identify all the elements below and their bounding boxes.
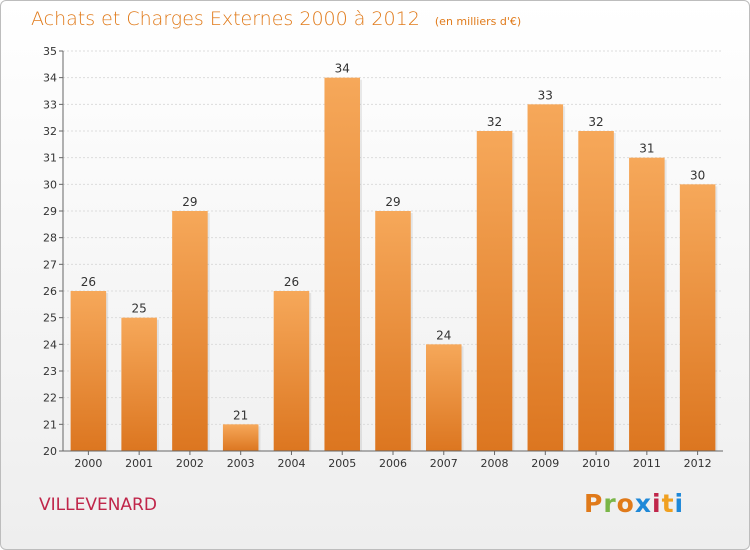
- x-tick-label: 2001: [125, 457, 153, 470]
- bar: [426, 344, 462, 451]
- bar-value-label: 29: [385, 195, 400, 209]
- bar: [172, 211, 208, 451]
- y-tick-label: 22: [43, 392, 57, 405]
- y-tick-label: 20: [43, 445, 57, 458]
- bar: [629, 157, 665, 451]
- y-tick-label: 28: [43, 232, 57, 245]
- x-tick-label: 2011: [633, 457, 661, 470]
- bar-value-label: 21: [233, 408, 248, 422]
- chart-title: Achats et Charges Externes 2000 à 2012: [31, 8, 420, 30]
- x-tick-label: 2006: [379, 457, 407, 470]
- x-axis: 2000 2001 2002 2003 2004 2005 2006 2007 2008 2009…: [63, 450, 723, 470]
- bar: [70, 291, 107, 451]
- y-tick-label: 23: [43, 365, 57, 378]
- bar: [121, 317, 157, 451]
- x-tick-label: 2010: [582, 457, 610, 470]
- bar-value-label: 30: [690, 168, 705, 182]
- y-tick-label: 26: [43, 285, 57, 298]
- bar: [679, 184, 716, 452]
- x-tick-label: 2009: [531, 457, 559, 470]
- bar-value-label: 25: [132, 302, 147, 316]
- logo-letter: o: [616, 489, 635, 518]
- x-tick-label: 2002: [176, 457, 204, 470]
- x-tick-label: 2005: [328, 457, 356, 470]
- bar-value-label: 26: [81, 275, 96, 289]
- chart-title-block: Achats et Charges Externes 2000 à 2012 (…: [31, 8, 521, 30]
- y-tick-label: 30: [43, 178, 57, 191]
- bar: [273, 291, 310, 451]
- bar-value-label: 24: [436, 328, 451, 342]
- y-tick-label: 29: [43, 205, 57, 218]
- bar: [222, 424, 259, 451]
- x-tick-label: 2003: [227, 457, 255, 470]
- bar: [375, 211, 411, 451]
- logo-letter: r: [603, 489, 617, 518]
- y-tick-label: 21: [43, 418, 57, 431]
- bar-value-label: 31: [639, 142, 654, 156]
- logo-letter: x: [634, 489, 652, 518]
- bar-value-label: 32: [487, 115, 502, 129]
- y-tick-label: 33: [43, 98, 57, 111]
- bar: [324, 77, 360, 452]
- bar-value-label: 34: [335, 62, 350, 76]
- x-tick-label: 2008: [481, 457, 509, 470]
- logo-letter: t: [661, 489, 675, 518]
- y-tick-label: 34: [43, 72, 57, 85]
- logo-letter: i: [674, 489, 685, 518]
- x-tick-label: 2000: [74, 457, 102, 470]
- bar: [527, 104, 564, 451]
- bar-value-label: 26: [284, 275, 299, 289]
- x-tick-label: 2012: [684, 457, 712, 470]
- y-tick-label: 31: [43, 152, 57, 165]
- x-tick-label: 2004: [277, 457, 305, 470]
- bar: [578, 131, 614, 451]
- x-tick-label: 2007: [430, 457, 458, 470]
- commune-name: VILLEVENARD: [39, 495, 157, 515]
- bars: 26 25 29 21 26 34 29 24 32 33 32 31 30: [70, 62, 718, 452]
- bar: [476, 131, 513, 451]
- y-tick-label: 32: [43, 125, 57, 138]
- y-tick-label: 25: [43, 312, 57, 325]
- bar-value-label: 32: [588, 115, 603, 129]
- logo-letter: P: [584, 489, 604, 518]
- chart-unit: (en milliers d'€): [434, 15, 522, 28]
- logo-letter: i: [652, 489, 662, 518]
- proxiti-logo[interactable]: Proxiti: [584, 489, 684, 518]
- y-tick-label: 35: [43, 45, 57, 58]
- bar-value-label: 29: [182, 195, 197, 209]
- bar-value-label: 33: [538, 88, 553, 102]
- y-tick-label: 24: [43, 338, 57, 351]
- y-tick-label: 27: [43, 258, 57, 271]
- y-axis: 20 21 22 23 24 25 26 27 28 29 30 31 32 33 34 35: [43, 45, 64, 458]
